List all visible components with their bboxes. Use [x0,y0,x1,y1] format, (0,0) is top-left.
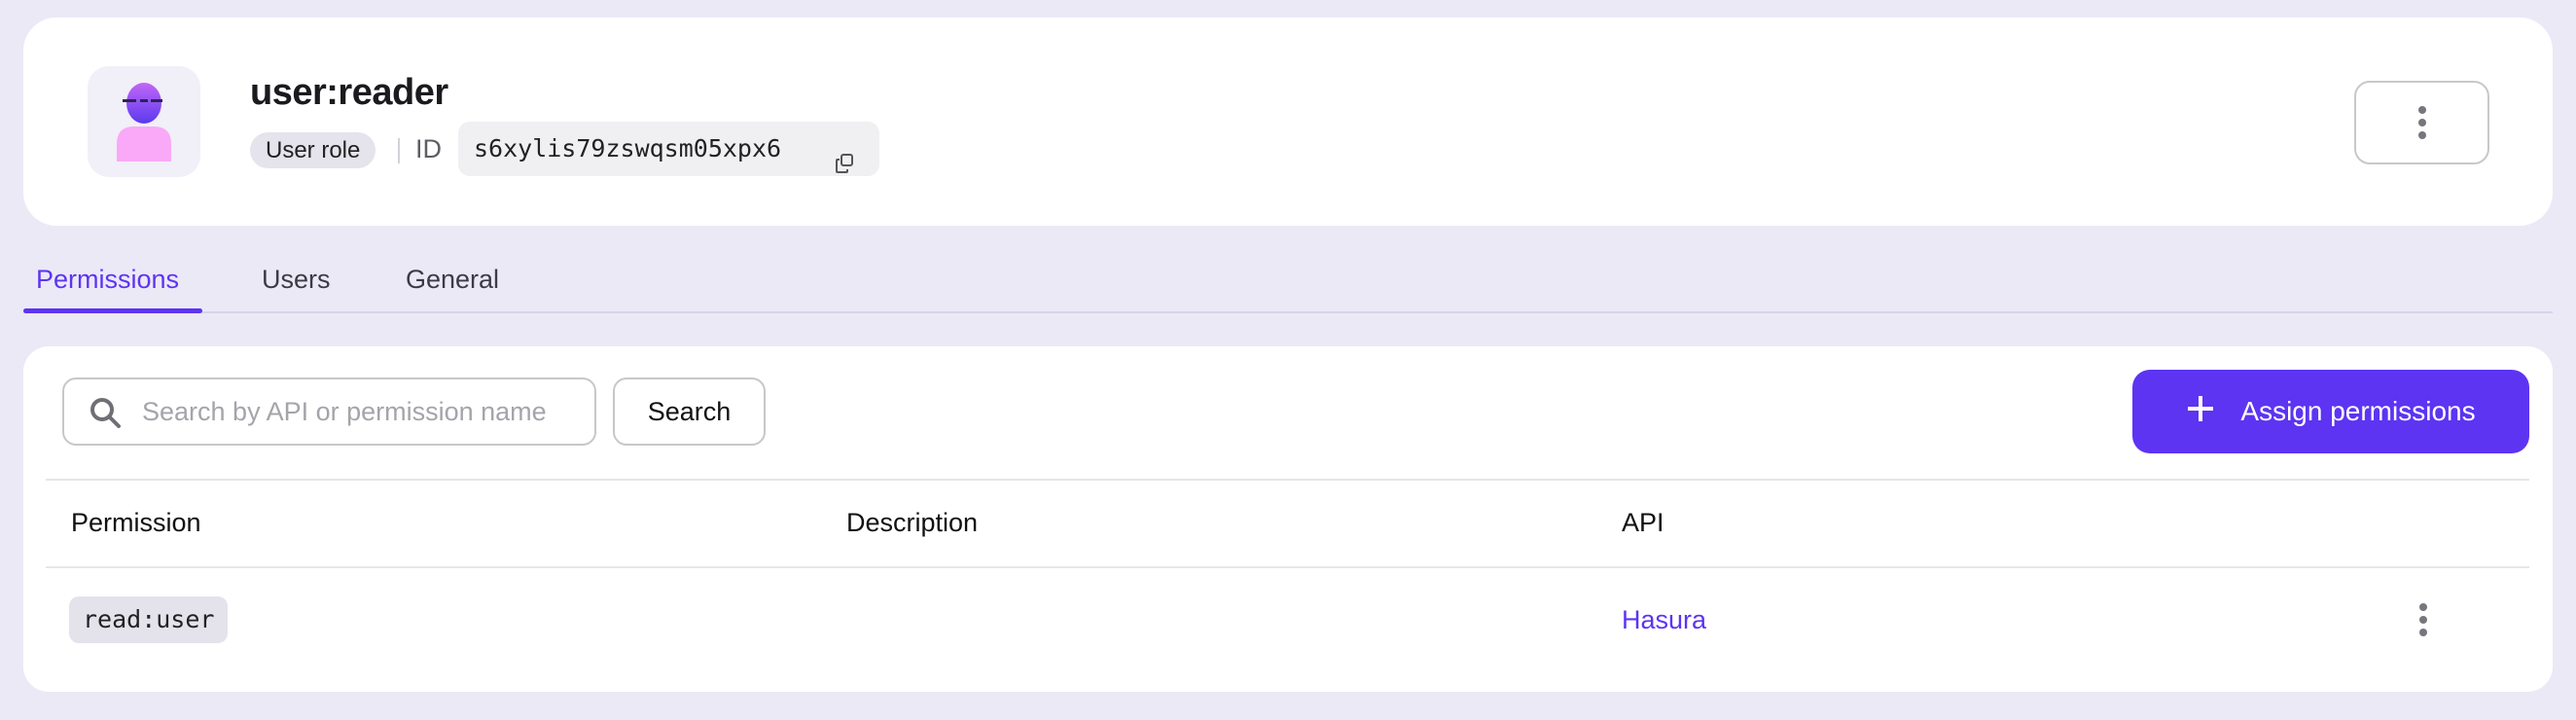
role-id-field[interactable]: s6xylis79zswqsm05xpx6 [458,122,879,176]
table-divider [46,566,2529,568]
role-type-badge: User role [250,132,376,168]
api-link[interactable]: Hasura [1622,605,1707,634]
row-more-vertical-icon[interactable] [2409,595,2438,644]
search-field[interactable] [62,378,596,446]
tab-permissions[interactable]: Permissions [36,265,180,294]
user-avatar-icon [88,66,200,177]
copy-icon[interactable] [834,139,855,173]
table-divider [46,479,2529,481]
role-header-card [23,18,2553,226]
role-title: user:reader [250,72,448,113]
tab-general[interactable]: General [406,265,500,294]
search-icon [89,397,123,435]
assign-permissions-button[interactable]: Assign permissions [2132,370,2529,453]
column-header-description: Description [846,508,979,537]
tabs-divider [23,311,2553,313]
assign-permissions-label: Assign permissions [2240,396,2476,426]
more-vertical-icon [2417,106,2426,139]
role-id-value: s6xylis79zswqsm05xpx6 [474,134,782,162]
permission-name-badge: read:user [69,596,229,643]
tab-users[interactable]: Users [262,265,331,294]
column-header-permission: Permission [71,508,201,537]
plus-icon [2186,394,2215,430]
active-tab-indicator [23,308,202,313]
id-label: ID [415,134,442,163]
search-input[interactable] [142,379,590,444]
divider [398,138,400,163]
more-options-button[interactable] [2354,81,2489,164]
search-button[interactable]: Search [613,378,766,446]
column-header-api: API [1622,508,1664,537]
